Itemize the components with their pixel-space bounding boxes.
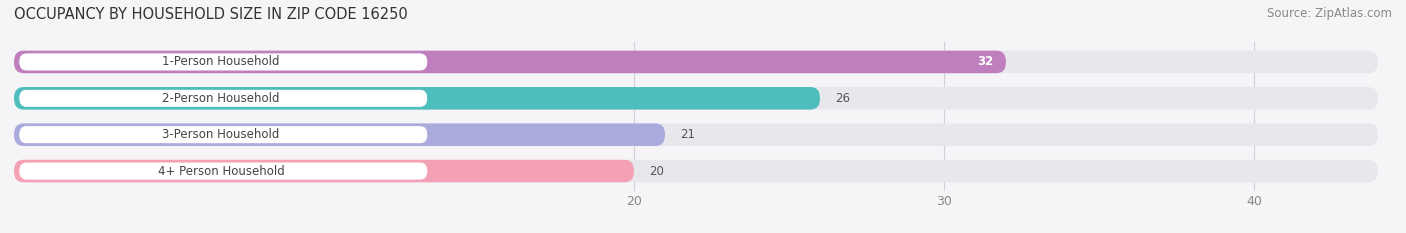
FancyBboxPatch shape (18, 126, 427, 144)
FancyBboxPatch shape (14, 123, 665, 146)
FancyBboxPatch shape (18, 89, 427, 107)
FancyBboxPatch shape (14, 123, 1378, 146)
FancyBboxPatch shape (14, 87, 820, 110)
FancyBboxPatch shape (14, 160, 1378, 182)
Text: 20: 20 (650, 164, 665, 178)
Text: 2-Person Household: 2-Person Household (162, 92, 280, 105)
FancyBboxPatch shape (14, 51, 1378, 73)
Text: 4+ Person Household: 4+ Person Household (157, 164, 284, 178)
Text: 21: 21 (681, 128, 696, 141)
Text: OCCUPANCY BY HOUSEHOLD SIZE IN ZIP CODE 16250: OCCUPANCY BY HOUSEHOLD SIZE IN ZIP CODE … (14, 7, 408, 22)
Text: 1-Person Household: 1-Person Household (162, 55, 280, 69)
FancyBboxPatch shape (18, 53, 427, 71)
FancyBboxPatch shape (14, 51, 1005, 73)
Text: 3-Person Household: 3-Person Household (162, 128, 280, 141)
Text: Source: ZipAtlas.com: Source: ZipAtlas.com (1267, 7, 1392, 20)
FancyBboxPatch shape (18, 162, 427, 180)
FancyBboxPatch shape (14, 160, 634, 182)
Text: 32: 32 (977, 55, 994, 69)
Text: 26: 26 (835, 92, 851, 105)
FancyBboxPatch shape (14, 87, 1378, 110)
